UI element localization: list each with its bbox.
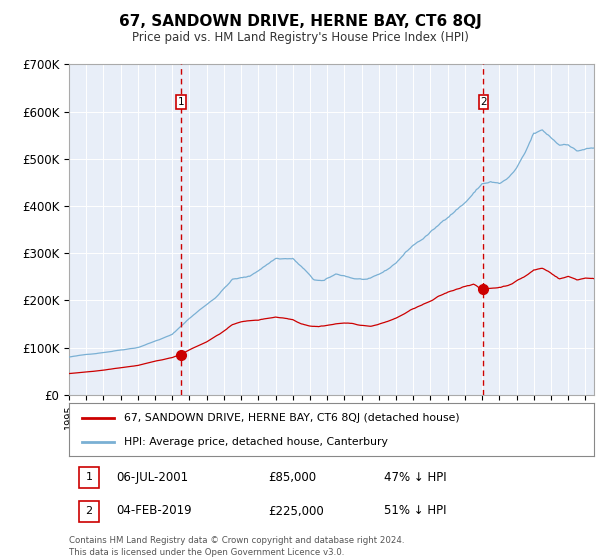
Text: 2: 2: [480, 97, 487, 107]
Text: 51% ↓ HPI: 51% ↓ HPI: [384, 505, 446, 517]
Text: 04-FEB-2019: 04-FEB-2019: [116, 505, 192, 517]
Text: 2: 2: [85, 506, 92, 516]
Text: 06-JUL-2001: 06-JUL-2001: [116, 471, 188, 484]
Text: Price paid vs. HM Land Registry's House Price Index (HPI): Price paid vs. HM Land Registry's House …: [131, 31, 469, 44]
FancyBboxPatch shape: [79, 501, 99, 521]
FancyBboxPatch shape: [479, 95, 488, 109]
Text: £85,000: £85,000: [269, 471, 317, 484]
Text: 1: 1: [85, 473, 92, 482]
Text: HPI: Average price, detached house, Canterbury: HPI: Average price, detached house, Cant…: [124, 436, 388, 446]
Text: 67, SANDOWN DRIVE, HERNE BAY, CT6 8QJ: 67, SANDOWN DRIVE, HERNE BAY, CT6 8QJ: [119, 14, 481, 29]
FancyBboxPatch shape: [79, 467, 99, 488]
Text: £225,000: £225,000: [269, 505, 324, 517]
Text: Contains HM Land Registry data © Crown copyright and database right 2024.
This d: Contains HM Land Registry data © Crown c…: [69, 536, 404, 557]
Text: 1: 1: [178, 97, 184, 107]
Text: 47% ↓ HPI: 47% ↓ HPI: [384, 471, 446, 484]
FancyBboxPatch shape: [176, 95, 185, 109]
Text: 67, SANDOWN DRIVE, HERNE BAY, CT6 8QJ (detached house): 67, SANDOWN DRIVE, HERNE BAY, CT6 8QJ (d…: [124, 413, 460, 423]
